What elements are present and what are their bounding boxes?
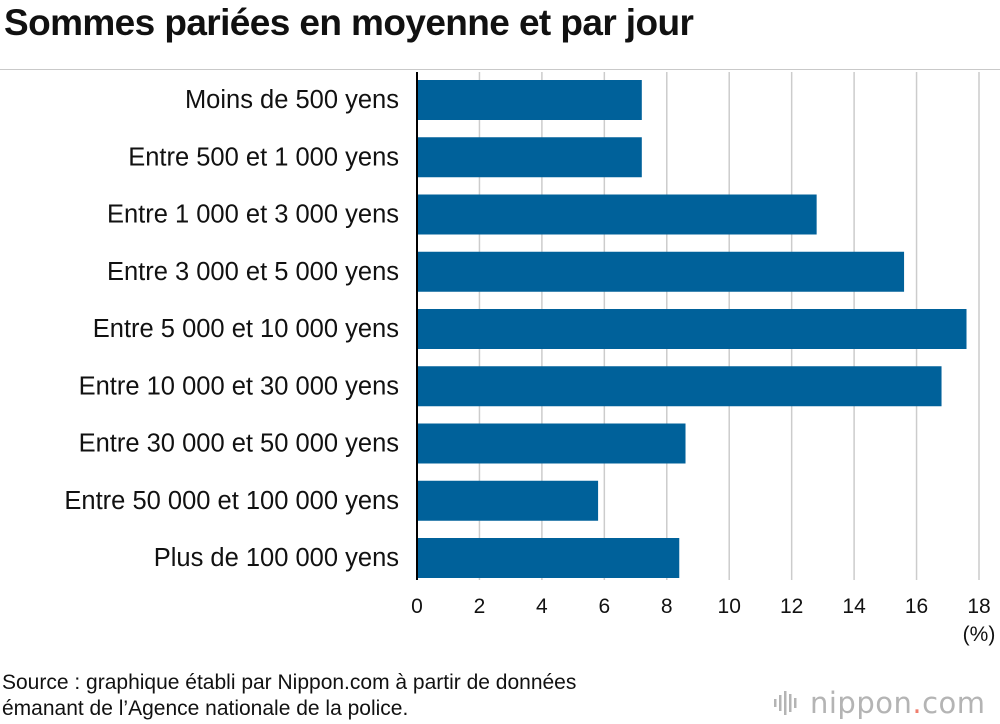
bar (417, 366, 942, 407)
category-label: Entre 3 000 et 5 000 yens (107, 258, 399, 286)
category-label: Plus de 100 000 yens (154, 544, 399, 572)
category-label: Entre 30 000 et 50 000 yens (79, 430, 399, 458)
bar (417, 194, 817, 235)
x-tick-label: 16 (905, 595, 928, 618)
sound-wave-icon (774, 691, 797, 715)
x-tick-label: 12 (780, 595, 803, 618)
bars (417, 80, 967, 578)
category-label: Entre 1 000 et 3 000 yens (107, 201, 399, 229)
nippon-logo: nippon.com (772, 686, 986, 720)
bar (417, 80, 642, 120)
category-label: Moins de 500 yens (185, 86, 399, 114)
source-line-1: Source : graphique établi par Nippon.com… (2, 671, 577, 694)
x-tick-label: 8 (661, 595, 673, 618)
bar (417, 137, 642, 178)
bar-chart: 0 2 4 6 8 10 12 14 16 18 Moins de 500 yens Entre 5… (64, 72, 996, 646)
x-tick-label: 2 (474, 595, 486, 618)
x-tick-label: 6 (598, 595, 610, 618)
bar (417, 251, 905, 292)
bar (417, 423, 686, 464)
category-label: Entre 50 000 et 100 000 yens (64, 487, 399, 515)
x-tick-label: 14 (842, 595, 866, 618)
category-label: Entre 5 000 et 10 000 yens (93, 315, 399, 343)
category-label: Entre 500 et 1 000 yens (128, 143, 399, 171)
title-divider (0, 69, 1000, 70)
chart-title: Sommes pariées en moyenne et par jour (4, 2, 694, 43)
category-label: Entre 10 000 et 30 000 yens (79, 372, 399, 400)
logo-wordmark: nippon.com (810, 686, 986, 720)
x-tick-label: 18 (967, 595, 990, 618)
bar (417, 309, 967, 349)
x-tick-label: 0 (411, 595, 423, 618)
bar (417, 538, 680, 578)
x-tick-label: 4 (536, 595, 548, 618)
x-tick-label: 10 (718, 595, 741, 618)
category-labels: Moins de 500 yens Entre 500 et 1 000 yens… (64, 86, 399, 572)
source-line-2: émanant de l’Agence nationale de la poli… (2, 697, 409, 720)
unit-label: (%) (963, 623, 996, 646)
bar (417, 480, 599, 521)
source-note: Source : graphique établi par Nippon.com… (2, 670, 722, 722)
value-axis: 0 2 4 6 8 10 12 14 16 18 (411, 72, 991, 618)
